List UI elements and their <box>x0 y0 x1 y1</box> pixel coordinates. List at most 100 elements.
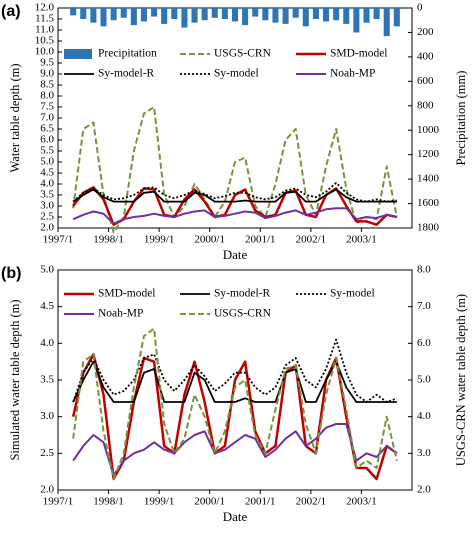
precipitation-bar <box>120 8 127 18</box>
precipitation-bar <box>140 8 148 22</box>
y2-tick-label: 0 <box>417 2 423 14</box>
legend-label: USGS-CRN <box>214 48 272 60</box>
x-axis-label: Date <box>223 247 248 262</box>
x-tick-label: 1997/1 <box>43 234 74 246</box>
y-tick-label: 9.5 <box>40 57 54 69</box>
precipitation-bar <box>242 8 249 26</box>
y2-axis-label: USGS-CRN water table depth (m) <box>454 294 468 466</box>
y2-tick-label: 800 <box>417 99 434 111</box>
precipitation-bar <box>343 8 350 24</box>
x-tick-label: 1997/1 <box>43 496 74 508</box>
x-tick-label: 2002/1 <box>296 234 327 246</box>
x-tick-label: 1998/1 <box>93 234 124 246</box>
precipitation-bar <box>252 8 259 17</box>
precipitation-bar <box>151 8 158 17</box>
legend-label: Sy-model <box>330 288 375 300</box>
x-tick-label: 2000/1 <box>194 496 225 508</box>
y-tick-label: 2.0 <box>40 222 54 234</box>
y2-tick-label: 2.0 <box>417 484 431 496</box>
legend-label: Sy-model-R <box>98 68 155 80</box>
y-tick-label: 7.5 <box>40 101 54 113</box>
y-tick-label: 7.0 <box>40 112 54 124</box>
y-tick-label: 11.0 <box>35 24 54 36</box>
series-line <box>72 106 398 234</box>
y2-tick-label: 8.0 <box>417 264 431 276</box>
precipitation-bar <box>181 8 188 28</box>
precipitation-bar <box>302 8 309 27</box>
precipitation-bar <box>171 8 178 19</box>
precipitation-bar <box>231 8 239 22</box>
precipitation-bar <box>363 8 370 23</box>
y2-tick-label: 600 <box>417 75 434 87</box>
x-tick-label: 1999/1 <box>144 496 175 508</box>
precipitation-bar <box>383 8 390 37</box>
y-tick-label: 5.0 <box>40 156 54 168</box>
precipitation-bar <box>90 8 97 23</box>
y-tick-label: 2.0 <box>40 484 54 496</box>
precipitation-bar <box>80 8 87 19</box>
legend-swatch <box>64 49 92 59</box>
series-line <box>72 186 398 226</box>
y-tick-label: 5.0 <box>40 264 54 276</box>
series-line <box>72 207 398 225</box>
y-axis-label: Water table depth (m) <box>8 63 22 172</box>
precipitation-bar <box>70 8 77 16</box>
y-tick-label: 3.0 <box>40 410 54 422</box>
x-tick-label: 2001/1 <box>245 234 276 246</box>
y-tick-label: 4.0 <box>40 178 54 190</box>
x-axis-label: Date <box>223 509 248 524</box>
x-tick-label: 2000/1 <box>194 234 225 246</box>
y-tick-label: 4.0 <box>40 337 54 349</box>
series-line <box>72 360 397 403</box>
y-tick-label: 10.0 <box>35 46 55 58</box>
precipitation-bar <box>130 8 137 26</box>
x-tick-label: 2001/1 <box>245 496 276 508</box>
y-tick-label: 2.5 <box>40 211 54 223</box>
legend-label: SMD-model <box>330 48 388 60</box>
y2-tick-label: 6.0 <box>417 337 431 349</box>
series-line <box>72 188 397 203</box>
y2-tick-label: 400 <box>417 50 434 62</box>
precipitation-bar <box>110 8 117 21</box>
panel-label: (b) <box>1 265 21 282</box>
legend-label: USGS-CRN <box>214 308 272 320</box>
legend-label: Noah-MP <box>330 68 375 80</box>
precipitation-bar <box>373 8 380 19</box>
x-tick-label: 2002/1 <box>296 496 327 508</box>
y2-tick-label: 1800 <box>417 222 440 234</box>
y-tick-label: 8.5 <box>40 79 54 91</box>
x-tick-label: 1998/1 <box>93 496 124 508</box>
precipitation-bar <box>353 8 360 33</box>
y2-tick-label: 1400 <box>417 173 440 185</box>
precipitation-bar <box>333 8 340 21</box>
y-tick-label: 10.5 <box>35 35 55 47</box>
y-tick-label: 2.5 <box>40 447 54 459</box>
series-line <box>72 338 398 403</box>
y-tick-label: 6.0 <box>40 134 54 146</box>
precipitation-bar <box>100 8 107 27</box>
precipitation-bar <box>292 8 299 18</box>
precipitation-bar <box>272 8 279 23</box>
precipitation-bar <box>312 8 319 19</box>
precipitation-bar <box>393 8 400 27</box>
y-tick-label: 6.5 <box>40 123 54 135</box>
y2-tick-label: 4.0 <box>417 410 431 422</box>
y-tick-label: 9.0 <box>40 68 54 80</box>
y-tick-label: 4.5 <box>40 167 54 179</box>
y-axis-label: Simulated water table depth (m) <box>8 299 22 460</box>
y-tick-label: 12.0 <box>35 2 55 14</box>
y2-tick-label: 1000 <box>417 124 440 136</box>
y2-axis-label: Precipitation (mm) <box>454 71 468 166</box>
precipitation-bar <box>201 8 208 21</box>
y-tick-label: 3.5 <box>40 189 54 201</box>
y2-tick-label: 3.0 <box>417 447 431 459</box>
legend-label: Sy-model <box>214 68 259 80</box>
precipitation-bar <box>262 8 269 21</box>
series-line <box>72 182 397 203</box>
y-tick-label: 8.0 <box>40 90 54 102</box>
panel: 2.0 2.5 3.0 3.5 4.0 4.5 5.0 2.0 3.0 4.0 5.0 6.0 7.0 8… <box>1 264 468 524</box>
y-tick-label: 3.5 <box>40 374 54 386</box>
precipitation-bar <box>211 8 218 18</box>
x-tick-label: 2003/1 <box>346 234 377 246</box>
